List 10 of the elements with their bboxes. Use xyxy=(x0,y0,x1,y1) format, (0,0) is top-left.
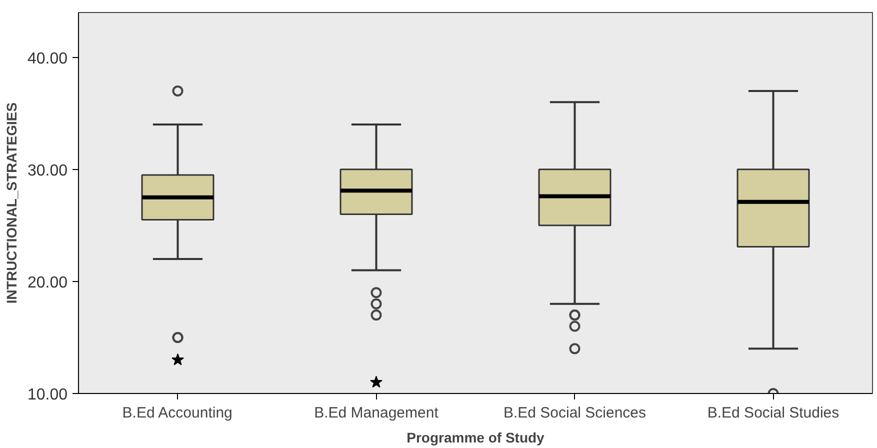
x-tick-label: B.Ed Accounting xyxy=(122,404,232,422)
y-tick-label: 30.00 xyxy=(27,162,68,180)
x-tick-label: B.Ed Social Studies xyxy=(707,404,840,422)
y-tick-label: 20.00 xyxy=(27,274,68,292)
y-tick-label: 10.00 xyxy=(27,386,68,404)
x-axis-title: Programme of Study xyxy=(406,430,545,446)
y-tick-label: 40.00 xyxy=(27,50,68,68)
x-tick-label: B.Ed Management xyxy=(314,404,440,422)
y-axis-title: INTRUCTIONAL_STRATEGIES xyxy=(3,102,20,304)
x-tick-label: B.Ed Social Sciences xyxy=(503,404,646,422)
